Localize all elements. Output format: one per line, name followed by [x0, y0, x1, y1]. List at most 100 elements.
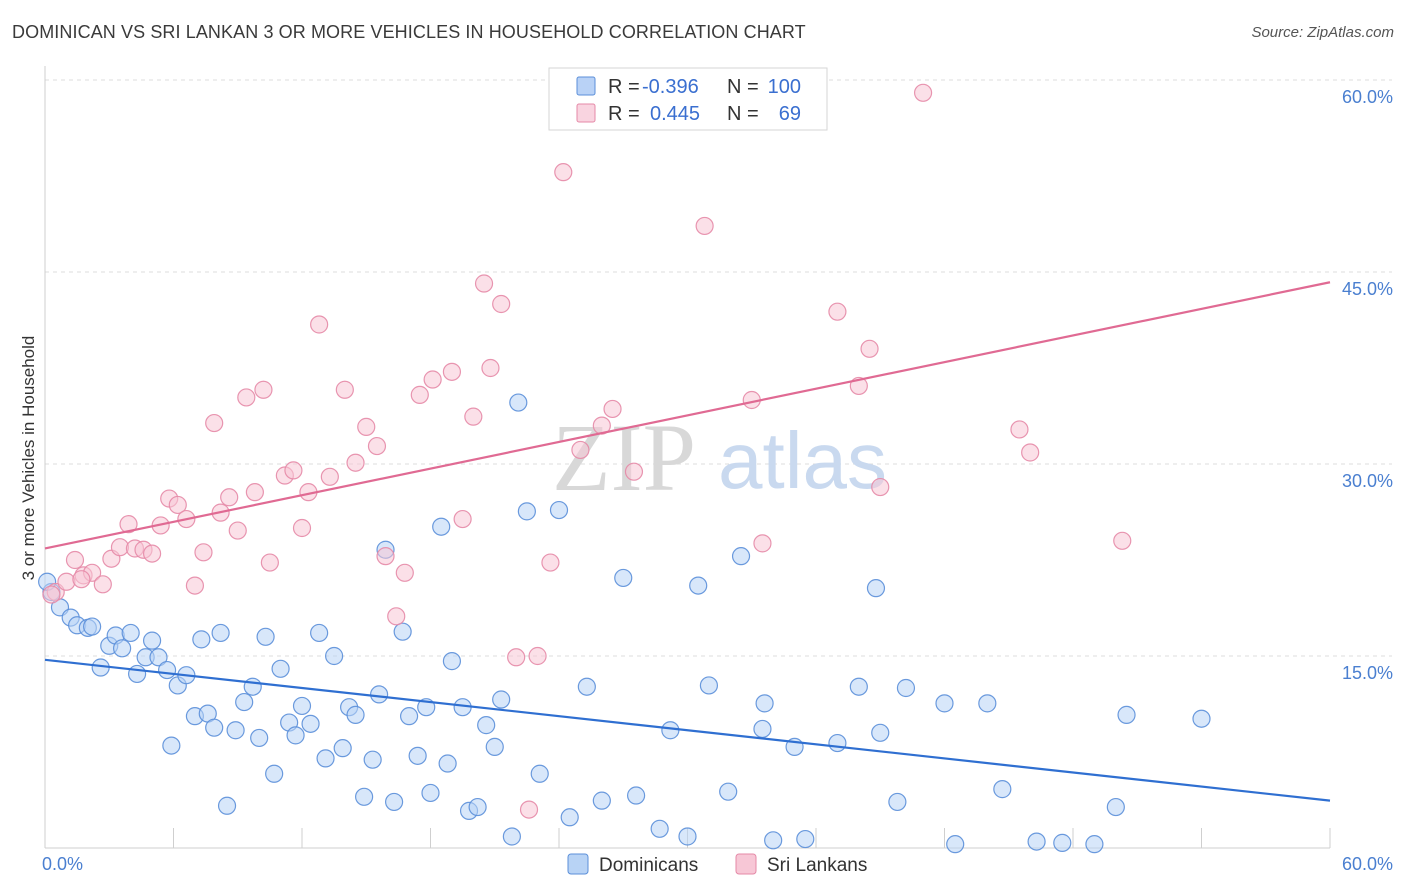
sri-lankan-point-25 [260, 553, 279, 572]
y-tick-labels: 15.0% 30.0% 45.0% 60.0% [1342, 87, 1393, 683]
dominican-point-98 [1192, 709, 1211, 728]
dominican-point-83 [828, 733, 847, 753]
dominican-point-97 [1117, 705, 1136, 724]
sri-lankan-point-31 [320, 467, 339, 486]
sri-lankan-point-38 [395, 563, 414, 582]
legend-r-label-sri-lankans: R = [608, 103, 640, 125]
dominican-point-72 [661, 721, 680, 740]
sri-lankan-point-49 [528, 646, 547, 666]
dominican-point-13 [142, 631, 162, 650]
trend-lines [44, 281, 1331, 802]
dominican-point-16 [162, 736, 181, 755]
dominican-point-91 [978, 694, 997, 713]
dominican-point-96 [1106, 797, 1125, 817]
dominican-point-65 [549, 500, 569, 520]
legend-n-label-dominicans: N = [727, 76, 759, 98]
legend-n-value-sri-lankans: 69 [779, 103, 801, 125]
sri-lankan-point-58 [753, 534, 772, 553]
dominican-point-92 [993, 780, 1012, 799]
sri-lankan-point-65 [1021, 443, 1040, 462]
dominican-point-82 [796, 829, 815, 849]
sri-lankan-point-66 [1113, 531, 1132, 550]
sri-lankan-point-14 [168, 495, 187, 515]
series-legend-label-dominicans: Dominicans [599, 855, 698, 876]
dominican-point-66 [560, 808, 579, 827]
dominican-point-80 [764, 831, 783, 850]
dominican-point-44 [370, 685, 389, 704]
sri-lankan-point-52 [571, 440, 590, 460]
series-legend-swatch-dominicans [567, 853, 589, 875]
dominican-point-76 [719, 782, 738, 801]
y-tick-label-1: 30.0% [1342, 471, 1393, 491]
dominican-point-84 [849, 677, 868, 696]
dominican-point-31 [271, 659, 290, 678]
sri-lankan-point-46 [492, 294, 511, 314]
dominican-point-89 [935, 694, 954, 713]
sri-lankan-point-67 [42, 585, 61, 604]
dominican-point-9 [112, 639, 132, 658]
dominican-point-79 [755, 694, 774, 713]
dominican-point-51 [421, 783, 440, 803]
dominican-point-54 [442, 652, 462, 671]
dominican-point-24 [217, 796, 237, 815]
sri-lankan-point-22 [237, 388, 256, 407]
source-label: Source: ZipAtlas.com [1251, 24, 1394, 41]
legend-n-label-sri-lankans: N = [727, 103, 759, 125]
dominican-point-70 [626, 786, 646, 805]
watermark: ZIP atlas [552, 404, 887, 511]
sri-lankan-point-2 [65, 550, 85, 570]
sri-lankan-point-42 [453, 509, 472, 529]
sri-lankan-point-51 [554, 163, 573, 182]
sri-lankan-point-45 [481, 358, 500, 378]
sri-lankan-point-32 [335, 380, 354, 399]
dominican-point-49 [408, 746, 427, 765]
legend-swatch-dominicans [576, 76, 596, 96]
legend-n-value-dominicans: 100 [768, 76, 801, 98]
sri-lankan-point-48 [519, 800, 539, 819]
dominican-point-93 [1027, 832, 1046, 851]
dominican-point-73 [678, 827, 697, 846]
dominican-point-23 [211, 623, 230, 643]
dominican-point-47 [393, 622, 412, 641]
dominican-point-22 [205, 718, 224, 737]
dominican-point-30 [265, 764, 284, 783]
chart-title: DOMINICAN VS SRI LANKAN 3 OR MORE VEHICL… [12, 22, 806, 42]
sri-lankan-point-28 [292, 518, 312, 538]
sri-lankan-point-18 [205, 413, 224, 433]
sri-lankan-point-20 [220, 488, 239, 507]
correlation-legend: R = -0.396 N = 100 R = 0.445 N = 69 [548, 67, 828, 131]
dominican-point-36 [310, 623, 329, 643]
y-tick-label-0: 15.0% [1342, 663, 1393, 683]
sri-lankan-point-55 [624, 462, 644, 481]
y-tick-label-3: 60.0% [1342, 87, 1393, 107]
sri-lankan-point-8 [119, 515, 138, 534]
dominican-point-52 [432, 517, 451, 536]
sri-lankan-point-68 [72, 570, 91, 589]
dominican-point-85 [866, 579, 886, 598]
y-axis-label: 3 or more Vehicles in Household [19, 336, 38, 581]
sri-lankan-point-35 [367, 436, 387, 456]
dominican-point-87 [888, 792, 907, 812]
sri-lankan-point-44 [474, 274, 494, 293]
sri-lankan-point-37 [387, 607, 406, 626]
dominican-point-90 [946, 835, 965, 854]
sri-lankan-point-39 [410, 385, 429, 404]
dominican-point-42 [355, 787, 374, 806]
sri-lankan-point-47 [507, 648, 526, 667]
dominican-point-43 [363, 750, 382, 769]
sri-lankan-point-21 [228, 521, 247, 540]
dominican-point-61 [502, 827, 521, 846]
sri-lankan-points [42, 83, 1132, 819]
dominican-point-11 [127, 664, 147, 684]
dominican-point-75 [699, 676, 719, 695]
dominican-point-62 [509, 393, 528, 412]
dominican-point-64 [530, 764, 549, 783]
dominican-point-14 [149, 648, 168, 667]
dominican-point-94 [1053, 833, 1072, 852]
sri-lankan-point-54 [603, 399, 622, 419]
dominican-point-39 [333, 739, 352, 758]
sri-lankan-point-27 [284, 461, 303, 480]
dominican-point-60 [492, 690, 511, 709]
series-legend-swatch-sri-lankans [735, 853, 757, 875]
sri-lankan-point-1 [57, 572, 76, 591]
